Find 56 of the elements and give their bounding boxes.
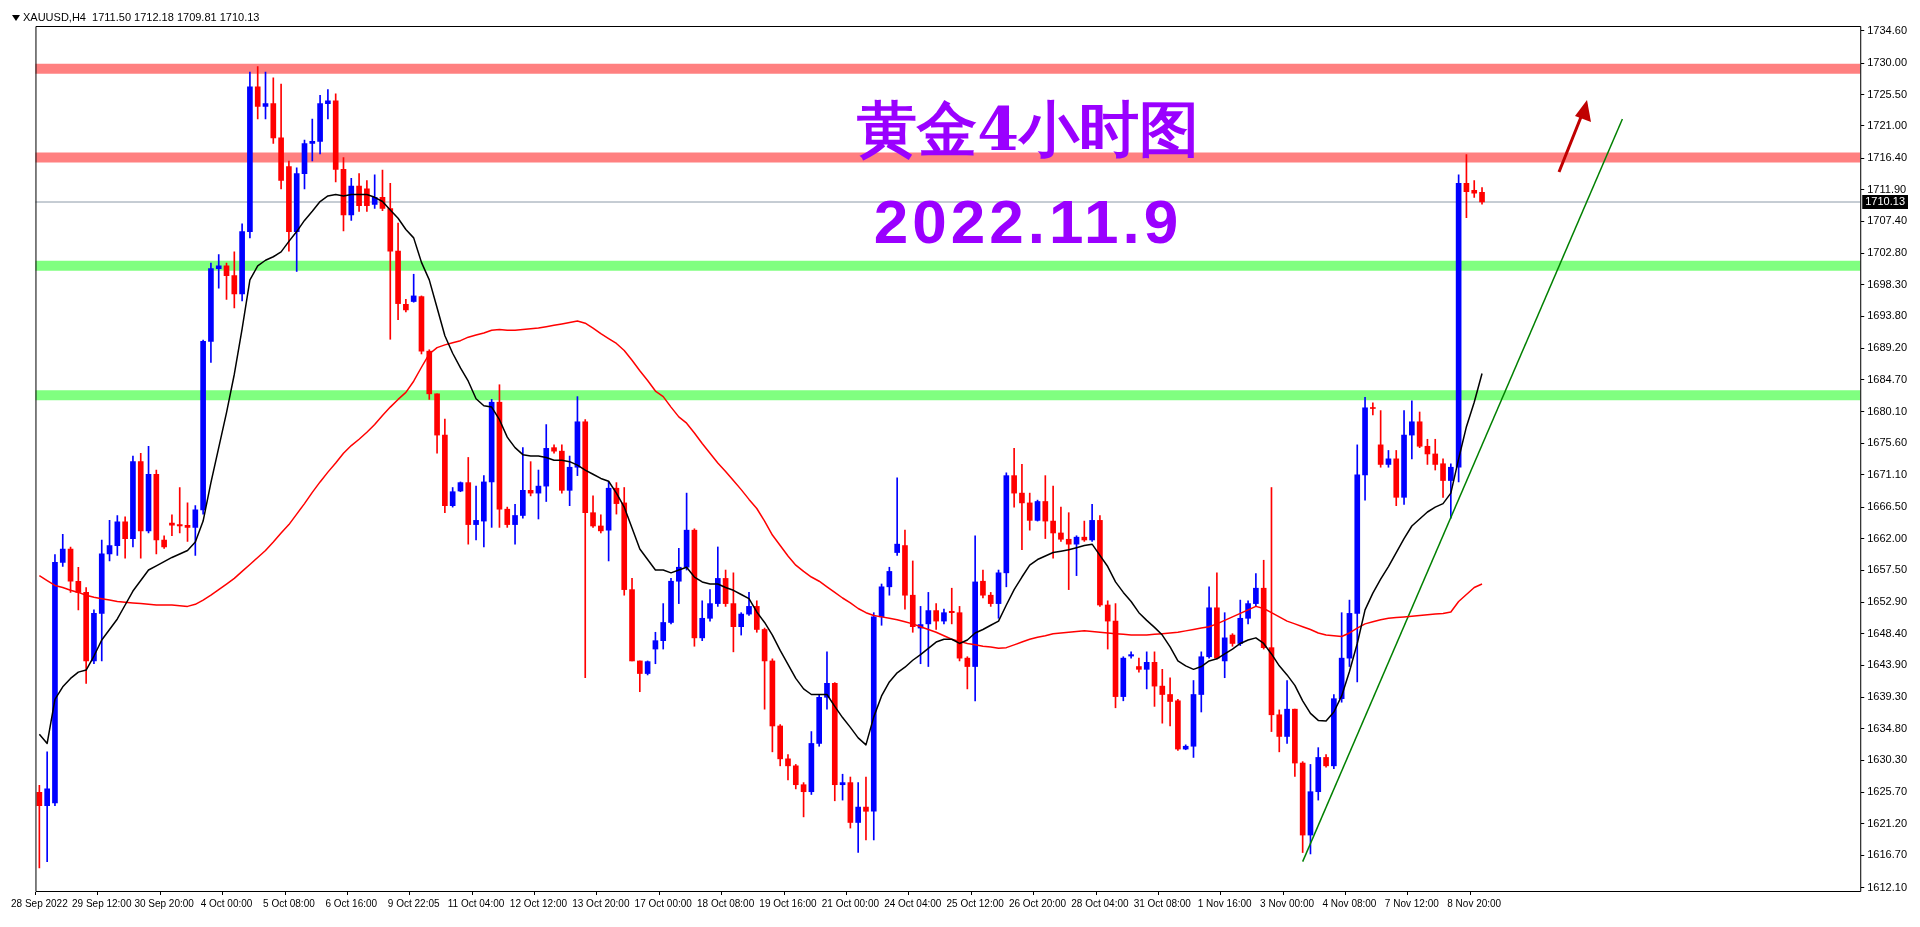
x-tick-label: 4 Oct 00:00 [200, 897, 253, 909]
y-tick-label: 1648.40 [1867, 626, 1907, 639]
y-tick-label: 1721.00 [1867, 119, 1907, 132]
x-tick-label: 30 Sep 20:00 [134, 897, 195, 909]
x-tick-label: 4 Nov 08:00 [1322, 897, 1377, 909]
x-tick-label: 18 Oct 08:00 [696, 897, 755, 909]
y-tick-label: 1616.70 [1867, 848, 1907, 861]
y-tick-label: 1625.70 [1867, 785, 1907, 798]
y-tick-label: 1725.50 [1867, 87, 1907, 100]
x-tick-label: 6 Oct 16:00 [325, 897, 378, 909]
x-tick-label: 7 Nov 12:00 [1384, 897, 1440, 909]
y-tick-label: 1711.90 [1867, 182, 1907, 195]
x-tick-label: 17 Oct 00:00 [634, 897, 693, 909]
x-tick-label: 31 Oct 08:00 [1133, 897, 1192, 909]
y-tick-label: 1630.30 [1867, 753, 1907, 766]
y-tick-label: 1693.80 [1867, 309, 1907, 322]
y-tick-label: 1671.10 [1867, 467, 1907, 480]
y-tick-label: 1634.80 [1867, 721, 1907, 734]
x-tick-label: 12 Oct 12:00 [509, 897, 568, 909]
y-tick-label: 1707.40 [1867, 214, 1907, 227]
y-tick-label: 1666.50 [1867, 500, 1907, 513]
y-tick-label: 1698.30 [1867, 277, 1907, 290]
y-tick-label: 1702.80 [1867, 246, 1907, 259]
y-tick-label: 1716.40 [1867, 151, 1907, 164]
y-tick-label: 1621.20 [1867, 816, 1907, 829]
y-tick-label: 1730.00 [1867, 56, 1907, 69]
text: 2022.11.9 [872, 186, 1184, 257]
y-tick-label: 1675.60 [1867, 436, 1907, 449]
y-tick-label: 1734.60 [1867, 23, 1907, 36]
x-tick-label: 3 Nov 00:00 [1260, 897, 1315, 909]
y-tick-label: 1689.20 [1867, 341, 1907, 354]
ref-line-label: 1710.13 [1865, 195, 1905, 208]
x-tick-label: 29 Sep 12:00 [71, 897, 132, 909]
x-tick-label: 13 Oct 20:00 [572, 897, 630, 909]
y-tick-label: 1680.10 [1867, 405, 1907, 418]
y-tick-label: 1652.90 [1867, 595, 1907, 608]
x-tick-label: 21 Oct 00:00 [821, 897, 880, 909]
y-tick-label: 1639.30 [1867, 690, 1907, 703]
x-tick-label: 5 Oct 08:00 [263, 897, 316, 909]
y-tick-label: 1657.50 [1867, 563, 1907, 576]
x-tick-label: 19 Oct 16:00 [759, 897, 818, 909]
x-tick-label: 26 Oct 20:00 [1008, 897, 1067, 909]
x-tick-label: 8 Nov 20:00 [1447, 897, 1502, 909]
y-tick-label: 1684.70 [1867, 372, 1907, 385]
x-tick-label: 28 Sep 2022 [11, 897, 69, 909]
x-tick-label: 11 Oct 04:00 [447, 897, 505, 909]
x-tick-label: 28 Oct 04:00 [1071, 897, 1129, 909]
x-tick-label: 24 Oct 04:00 [884, 897, 942, 909]
text: XAUUSD,H4 1711.50 1712.18 1709.81 1710.13 [23, 11, 260, 23]
x-tick-label: 25 Oct 12:00 [946, 897, 1005, 909]
x-tick-label: 9 Oct 22:05 [387, 897, 440, 909]
y-tick-label: 1643.90 [1867, 658, 1907, 671]
y-tick-label: 1612.10 [1867, 880, 1907, 893]
text: 黄金4小时图 [856, 93, 1200, 166]
y-tick-label: 1662.00 [1867, 531, 1907, 544]
x-tick-label: 1 Nov 16:00 [1197, 897, 1253, 909]
